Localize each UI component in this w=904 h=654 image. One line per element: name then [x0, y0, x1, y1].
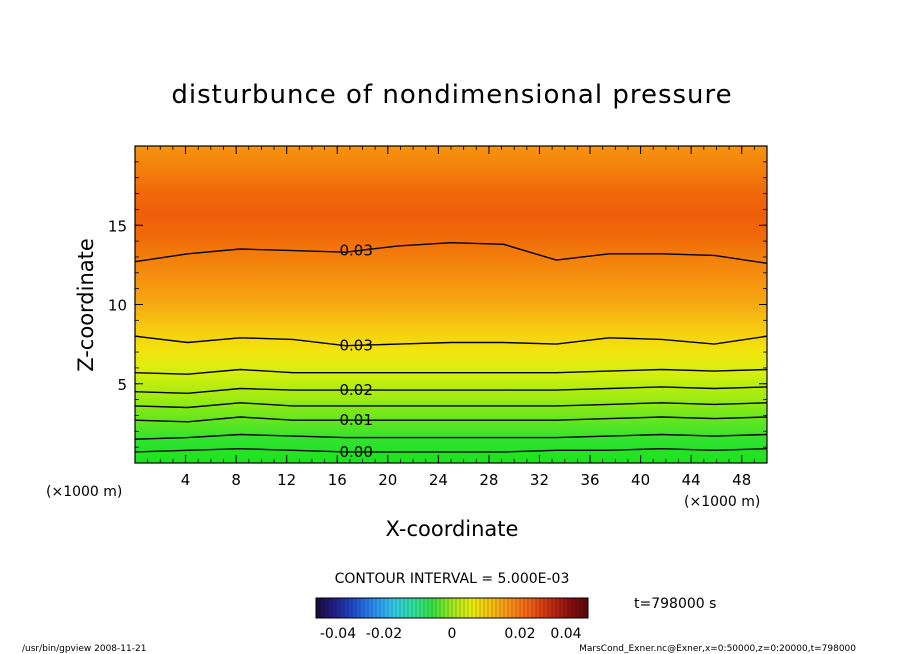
- y-tick-label-2: 15: [108, 217, 127, 235]
- svg-text:0.00: 0.00: [339, 443, 372, 461]
- colorbar-tick-label-1: -0.02: [366, 626, 402, 642]
- svg-text:0.03: 0.03: [339, 337, 372, 355]
- y-axis-label: Z-coordinate: [74, 238, 98, 372]
- contour-line-2: [134, 416, 768, 423]
- contour-line-1: [134, 433, 768, 440]
- colorbar-tick-label-0: -0.04: [320, 626, 356, 642]
- field-fill: [135, 146, 767, 463]
- contour-interval: CONTOUR INTERVAL = 5.000E-03: [335, 571, 570, 587]
- x-tick-label-9: 40: [631, 471, 650, 489]
- x-tick-label-10: 44: [682, 471, 701, 489]
- contour-line-4: [134, 386, 768, 395]
- contour-line-5: [134, 368, 768, 375]
- colorbar-frame: [315, 597, 589, 619]
- x-unit-label: (×1000 m): [684, 494, 760, 510]
- plot-area: 0.000.010.020.030.034 8 12 16 20 24 28 32 36 40 44…: [108, 145, 768, 489]
- contour-label-2: 0.02: [339, 381, 372, 399]
- svg-text:0.03: 0.03: [339, 242, 372, 260]
- x-tick-label-5: 24: [429, 471, 448, 489]
- x-tick-label-7: 32: [530, 471, 549, 489]
- svg-text:0.01: 0.01: [339, 411, 372, 429]
- colorbar-tick-label-3: 0.02: [504, 626, 535, 642]
- x-tick-label-0: 4: [181, 471, 191, 489]
- colorbar-tick-label-4: 0.04: [550, 626, 581, 642]
- contour-line-0: [134, 447, 768, 453]
- contour-label-1: 0.01: [339, 411, 372, 429]
- contour-label-3: 0.03: [339, 337, 372, 355]
- x-tick-label-8: 36: [580, 471, 599, 489]
- x-tick-label-2: 12: [277, 471, 296, 489]
- x-tick-label-4: 20: [378, 471, 397, 489]
- x-tick-label-6: 28: [479, 471, 498, 489]
- colorbar: -0.04 -0.02 0 0.02 0.04: [315, 597, 589, 642]
- contour-line-3: [134, 402, 768, 409]
- y-unit-label: (×1000 m): [46, 484, 122, 500]
- svg-text:0.02: 0.02: [339, 381, 372, 399]
- x-axis-label: X-coordinate: [386, 517, 519, 541]
- x-tick-label-1: 8: [231, 471, 241, 489]
- footer-left: /usr/bin/gpview 2008-11-21: [22, 644, 146, 654]
- x-tick-label-3: 16: [328, 471, 347, 489]
- time-label: t=798000 s: [634, 596, 716, 612]
- y-tick-label-0: 5: [117, 376, 127, 394]
- contour-label-4: 0.03: [339, 242, 372, 260]
- contour-line-7: [134, 241, 768, 264]
- colorbar-tick-label-2: 0: [448, 626, 457, 642]
- y-tick-label-1: 10: [108, 297, 127, 315]
- x-tick-label-11: 48: [732, 471, 751, 489]
- chart-title: disturbunce of nondimensional pressure: [171, 80, 732, 110]
- colorbar-fill: [316, 598, 588, 618]
- footer-right: MarsCond_Exner.nc@Exner,x=0:50000,z=0:20…: [579, 644, 856, 654]
- contour-line-6: [134, 335, 768, 347]
- contour-label-0: 0.00: [339, 443, 372, 461]
